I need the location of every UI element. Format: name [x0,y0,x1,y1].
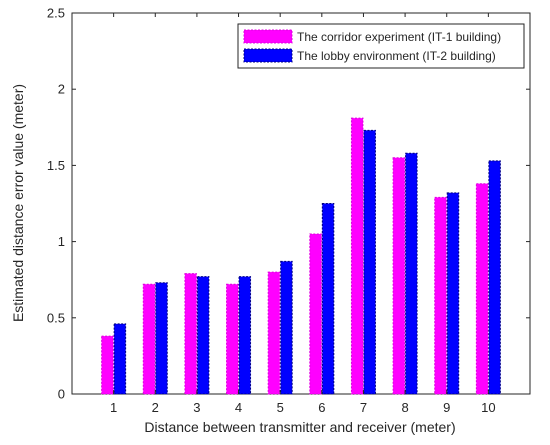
bar-lobby-6 [321,203,335,395]
x-axis-title: Distance between transmitter and receive… [144,419,455,435]
legend-swatch-lobby [243,48,293,63]
x-tick-label-9: 9 [443,400,450,415]
bar-corridor-9 [434,196,447,395]
x-tick-label-7: 7 [360,400,367,415]
plot-area [71,12,531,395]
y-tick-label-1: 0.5 [47,310,65,325]
legend-label-corridor: The corridor experiment (IT-1 building) [297,30,501,44]
bar-lobby-1 [113,323,127,395]
legend-label-lobby: The lobby environment (IT-2 building) [297,49,496,63]
y-axis-title: Estimated distance error value (meter) [10,84,26,322]
x-tick-label-4: 4 [235,400,242,415]
x-tick-label-1: 1 [110,400,117,415]
bar-corridor-10 [475,183,489,395]
y-axis-ticks: 0 0.5 1 1.5 2 2.5 [47,6,530,402]
bars-group [101,117,501,395]
bar-corridor-4 [226,283,239,395]
y-tick-label-3: 1.5 [47,158,65,173]
y-tick-label-5: 2.5 [47,6,65,21]
legend: The corridor experiment (IT-1 building) … [237,23,525,69]
bar-corridor-2 [142,283,156,395]
legend-swatch-corridor [243,29,293,44]
x-tick-label-2: 2 [152,400,159,415]
x-tick-label-6: 6 [318,400,325,415]
bar-lobby-2 [155,282,168,395]
bar-lobby-3 [196,276,210,395]
x-tick-label-5: 5 [277,400,284,415]
bar-lobby-8 [405,152,418,395]
bar-corridor-7 [350,117,364,395]
plot-frame [71,12,531,395]
bar-corridor-8 [392,157,406,395]
bar-lobby-5 [280,260,293,395]
bar-corridor-6 [309,233,322,395]
bar-corridor-5 [267,271,281,395]
bar-corridor-1 [101,335,114,395]
bar-lobby-9 [446,192,460,395]
x-tick-label-10: 10 [481,400,495,415]
y-tick-label-2: 1 [58,234,65,249]
bar-corridor-3 [184,273,197,395]
bar-lobby-4 [238,276,252,395]
y-tick-label-0: 0 [58,387,65,402]
y-tick-label-4: 2 [58,82,65,97]
bar-lobby-7 [363,129,376,395]
x-axis-ticks: 1 2 3 4 5 6 7 8 9 10 [110,13,496,415]
x-tick-label-8: 8 [401,400,408,415]
x-tick-label-3: 3 [193,400,200,415]
bar-lobby-10 [488,160,501,395]
